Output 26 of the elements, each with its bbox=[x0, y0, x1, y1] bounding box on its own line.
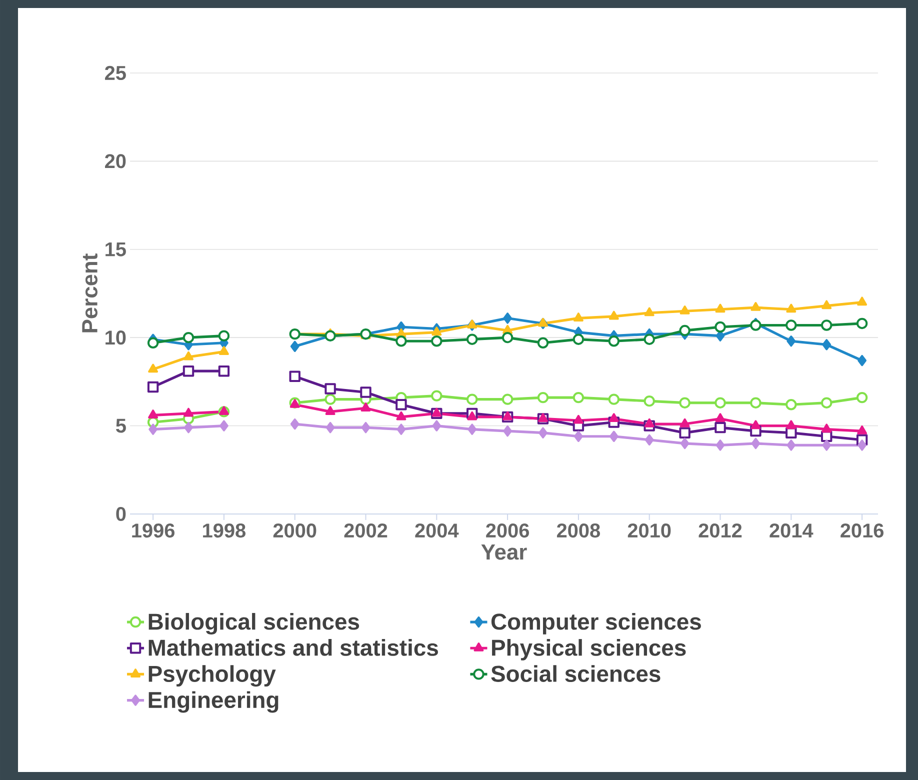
x-tick-label: 2002 bbox=[344, 524, 388, 538]
y-tick-label: 5 bbox=[116, 418, 126, 433]
y-tick-label: 20 bbox=[105, 154, 126, 168]
x-tick-label: 2014 bbox=[770, 524, 814, 538]
x-tick-label: 2010 bbox=[628, 524, 671, 538]
x-tick-label: 2006 bbox=[486, 524, 529, 538]
legend-label: Biological sciences bbox=[148, 612, 360, 634]
x-tick-label: 2012 bbox=[698, 524, 742, 538]
y-axis-title: Percent bbox=[82, 254, 98, 332]
legend-label: Social sciences bbox=[491, 665, 660, 682]
x-tick-label: 2008 bbox=[556, 524, 600, 538]
x-tick-label: 2000 bbox=[273, 524, 316, 538]
y-tick-label: 15 bbox=[106, 242, 126, 256]
x-tick-label: 1998 bbox=[203, 524, 246, 538]
legend-label: Engineering bbox=[148, 691, 278, 713]
x-tick-label: 1996 bbox=[132, 524, 174, 538]
x-axis-title: Year bbox=[481, 544, 527, 560]
legend-label: Physical sciences bbox=[492, 639, 686, 660]
y-tick-label: 25 bbox=[105, 66, 126, 80]
y-tick-label: 10 bbox=[106, 330, 126, 345]
x-tick-label: 2016 bbox=[840, 524, 884, 538]
y-tick-label: 0 bbox=[116, 506, 126, 522]
x-tick-label: 2004 bbox=[415, 524, 459, 538]
legend-label: Psychology bbox=[148, 665, 276, 687]
legend-label: Computer sciences bbox=[491, 612, 701, 634]
legend-label: Mathematics and statistics bbox=[148, 639, 438, 656]
